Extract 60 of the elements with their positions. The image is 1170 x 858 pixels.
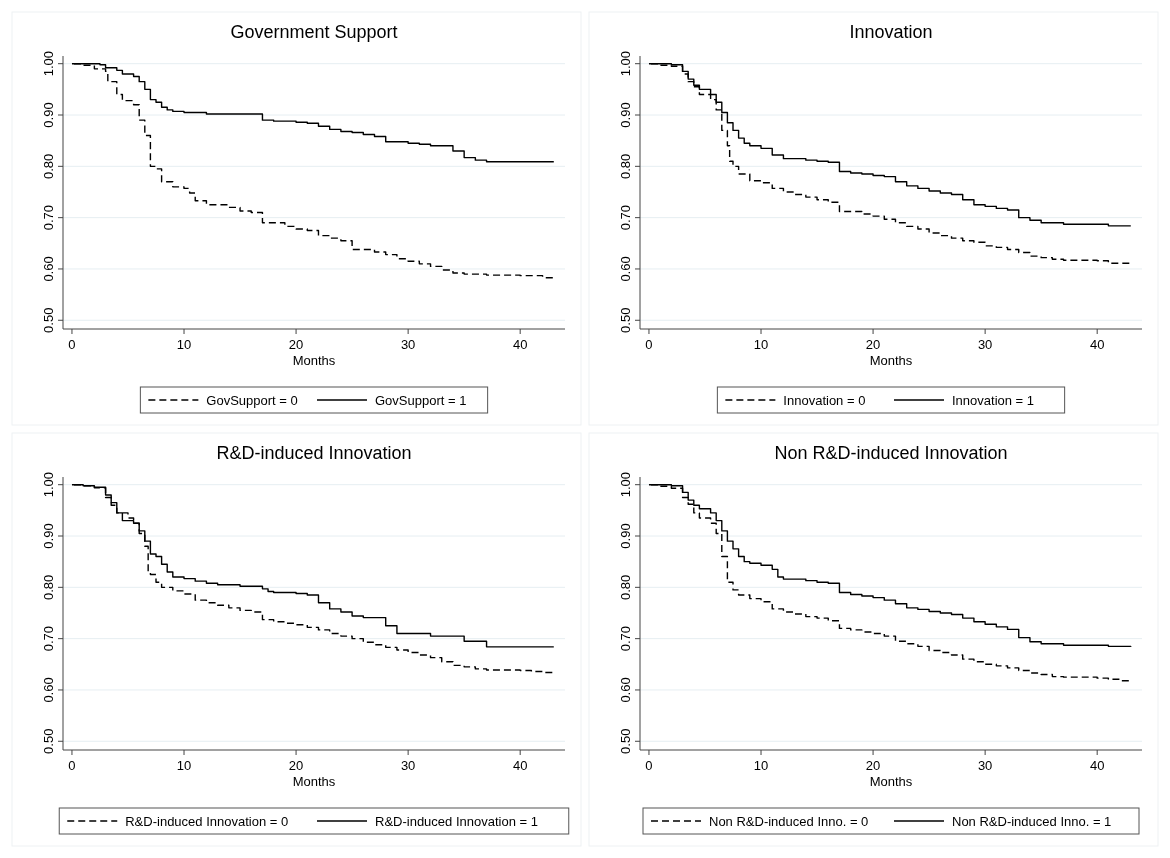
x-tick-label: 10 [753,337,769,352]
legend-label: Non R&D-induced Inno. = 0 [709,814,869,829]
x-tick-label: 10 [176,758,192,773]
x-tick-label: 40 [1089,758,1105,773]
chart-title: Innovation [849,22,933,42]
y-tick-label: 0.70 [41,625,56,652]
y-tick-label: 0.70 [618,204,633,231]
y-tick-label: 0.50 [618,728,633,754]
legend-label: GovSupport = 0 [206,393,298,408]
x-tick-label: 0 [68,337,76,352]
y-tick-label: 0.90 [41,102,56,128]
y-tick-label: 1.00 [41,472,56,498]
legend-label: Non R&D-induced Inno. = 1 [952,814,1112,829]
x-axis-title: Months [292,774,336,789]
legend-label: GovSupport = 1 [375,393,467,408]
x-tick-label: 30 [400,758,416,773]
y-tick-label: 0.70 [41,204,56,231]
y-tick-label: 0.70 [618,625,633,652]
x-tick-label: 20 [288,758,304,773]
y-tick-label: 0.80 [41,574,56,600]
x-tick-label: 30 [400,337,416,352]
x-tick-label: 40 [1089,337,1105,352]
y-tick-label: 0.60 [618,256,633,282]
x-tick-label: 40 [512,337,528,352]
y-tick-label: 1.00 [41,51,56,77]
legend-label: Innovation = 1 [952,393,1035,408]
chart-title: Non R&D-induced Innovation [774,443,1008,463]
x-tick-label: 30 [977,758,993,773]
x-tick-label: 20 [865,758,881,773]
x-axis-title: Months [869,353,913,368]
x-tick-label: 20 [865,337,881,352]
x-tick-label: 0 [645,758,653,773]
x-tick-label: 0 [68,758,76,773]
y-tick-label: 0.50 [618,307,633,333]
legend-label: R&D-induced Innovation = 0 [125,814,289,829]
x-tick-label: 0 [645,337,653,352]
y-tick-label: 1.00 [618,472,633,498]
x-tick-label: 10 [176,337,192,352]
y-tick-label: 1.00 [618,51,633,77]
y-tick-label: 0.80 [618,574,633,600]
x-tick-label: 10 [753,758,769,773]
y-tick-label: 0.90 [618,523,633,549]
legend-label: R&D-induced Innovation = 1 [375,814,538,829]
y-tick-label: 0.90 [41,523,56,549]
y-tick-label: 0.80 [41,153,56,179]
y-tick-label: 0.60 [618,677,633,703]
x-tick-label: 30 [977,337,993,352]
chart-title: R&D-induced Innovation [216,443,412,463]
x-tick-label: 40 [512,758,528,773]
chart-title: Government Support [230,22,398,42]
legend-label: Innovation = 0 [783,393,866,408]
x-axis-title: Months [869,774,913,789]
x-axis-title: Months [292,353,336,368]
x-tick-label: 20 [288,337,304,352]
y-tick-label: 0.90 [618,102,633,128]
y-tick-label: 0.50 [41,728,56,754]
y-tick-label: 0.50 [41,307,56,333]
y-tick-label: 0.60 [41,677,56,703]
y-tick-label: 0.80 [618,153,633,179]
y-tick-label: 0.60 [41,256,56,282]
